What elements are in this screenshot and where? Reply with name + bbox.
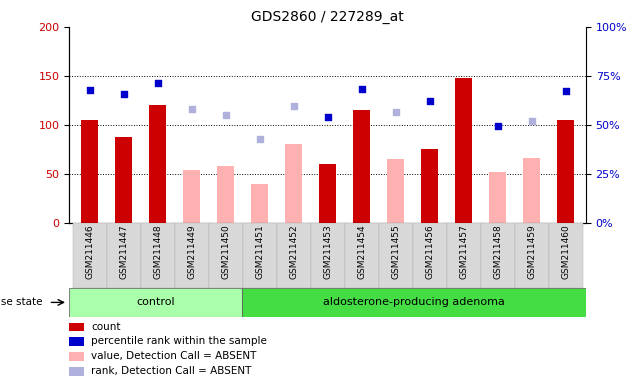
Bar (489, 172, 506, 223)
Text: GSM211455: GSM211455 (391, 225, 400, 280)
Bar (217, 166, 234, 223)
Text: percentile rank within the sample: percentile rank within the sample (91, 336, 267, 346)
Bar (557, 120, 574, 223)
Bar (115, 137, 132, 223)
Bar (353, 110, 370, 223)
Title: GDS2860 / 227289_at: GDS2860 / 227289_at (251, 10, 404, 25)
Text: GSM211452: GSM211452 (289, 225, 298, 279)
Point (220, 112, 231, 118)
Point (255, 136, 265, 142)
Point (152, 79, 163, 86)
Text: GSM211457: GSM211457 (459, 225, 468, 280)
Bar (69, 288, 241, 317)
Bar (140, 223, 175, 288)
Point (186, 106, 197, 112)
Bar (209, 223, 243, 288)
Text: GSM211459: GSM211459 (527, 225, 536, 280)
Bar (455, 78, 472, 223)
Bar (345, 223, 379, 288)
Text: GSM211446: GSM211446 (85, 225, 94, 279)
Text: GSM211453: GSM211453 (323, 225, 332, 280)
Text: GSM211454: GSM211454 (357, 225, 366, 279)
Bar (277, 223, 311, 288)
Bar (69, 338, 84, 346)
Text: GSM211450: GSM211450 (221, 225, 230, 280)
Bar (319, 164, 336, 223)
Bar (421, 149, 438, 223)
Bar (106, 223, 140, 288)
Bar (69, 353, 84, 361)
Point (323, 114, 333, 120)
Bar (81, 120, 98, 223)
Text: GSM211451: GSM211451 (255, 225, 264, 280)
Bar (285, 144, 302, 223)
Text: GSM211448: GSM211448 (153, 225, 162, 279)
Bar (175, 223, 209, 288)
Bar (413, 223, 447, 288)
Bar (69, 367, 84, 376)
Bar (243, 223, 277, 288)
Bar (251, 184, 268, 223)
Text: GSM211447: GSM211447 (119, 225, 128, 279)
Bar (379, 223, 413, 288)
Text: aldosterone-producing adenoma: aldosterone-producing adenoma (323, 297, 505, 308)
Point (493, 123, 503, 129)
Text: rank, Detection Call = ABSENT: rank, Detection Call = ABSENT (91, 366, 251, 376)
Text: control: control (136, 297, 175, 308)
Text: GSM211456: GSM211456 (425, 225, 434, 280)
Bar (549, 223, 583, 288)
Text: disease state: disease state (0, 297, 43, 308)
Point (357, 86, 367, 92)
Point (289, 103, 299, 109)
Bar (447, 223, 481, 288)
Bar (523, 158, 540, 223)
Text: GSM211460: GSM211460 (561, 225, 570, 280)
Bar (481, 223, 515, 288)
Text: GSM211449: GSM211449 (187, 225, 196, 279)
Point (391, 109, 401, 115)
Bar (72, 223, 106, 288)
Text: count: count (91, 321, 120, 331)
Bar (69, 323, 84, 331)
Bar (311, 223, 345, 288)
Bar (149, 105, 166, 223)
Bar (387, 159, 404, 223)
Point (84, 86, 94, 93)
Text: value, Detection Call = ABSENT: value, Detection Call = ABSENT (91, 351, 256, 361)
Point (561, 88, 571, 94)
Text: GSM211458: GSM211458 (493, 225, 502, 280)
Bar (241, 288, 586, 317)
Bar (515, 223, 549, 288)
Point (425, 98, 435, 104)
Point (118, 91, 129, 98)
Bar (183, 170, 200, 223)
Point (527, 118, 537, 124)
